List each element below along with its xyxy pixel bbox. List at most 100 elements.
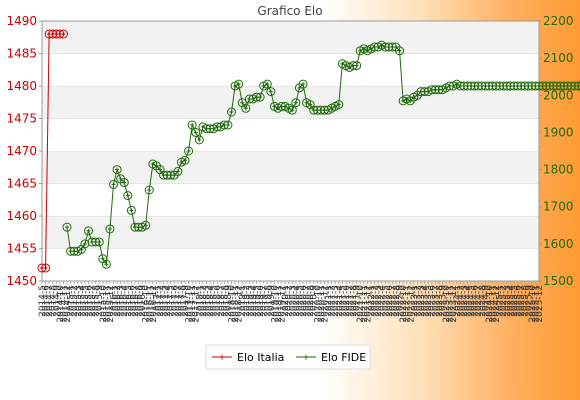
- x-tick-label: 2024-6: [471, 285, 481, 317]
- x-tick-label: 2015-1: [67, 285, 77, 317]
- data-point: [62, 222, 72, 232]
- x-tick-label: 2021-5: [338, 285, 348, 317]
- x-tick-label: 2023-10: [442, 285, 452, 323]
- x-tick-label: 2014-12: [63, 285, 73, 323]
- x-tick-label: 2021-6: [342, 285, 352, 317]
- x-tick-label: 2018-2: [199, 285, 209, 317]
- x-tick-label: 2018-5: [210, 285, 220, 317]
- x-axis: 2014-52014-62014-72014-82014-92014-10201…: [38, 281, 545, 323]
- y-left-tick-label: 1470: [6, 144, 37, 158]
- grid-bands: [42, 20, 539, 281]
- data-point: [194, 135, 204, 145]
- x-tick-label: 2022-9: [396, 285, 406, 317]
- data-point: [577, 81, 580, 91]
- x-tick-label: 2023-3: [417, 285, 427, 317]
- x-tick-label: 2017-11: [188, 285, 198, 323]
- x-tick-label: 2017-12: [192, 285, 202, 323]
- x-tick-label: 2023-6: [428, 285, 438, 317]
- x-tick-label: 2025-8: [521, 285, 531, 317]
- data-point: [184, 146, 194, 156]
- x-tick-label: 2015-4: [77, 285, 87, 317]
- data-point: [173, 166, 183, 176]
- x-tick-label: 2023-7: [431, 285, 441, 317]
- x-tick-label: 2020-2: [285, 285, 295, 317]
- x-tick-label: 2025-7: [517, 285, 527, 317]
- data-point: [573, 81, 580, 91]
- x-tick-label: 2020-10: [313, 285, 323, 323]
- x-tick-label: 2019-7: [260, 285, 270, 317]
- x-tick-label: 2014-8: [49, 285, 59, 317]
- y-right-tick-label: 1800: [543, 163, 574, 177]
- x-tick-label: 2014-7: [45, 285, 55, 317]
- x-tick-label: 2016-2: [113, 285, 123, 317]
- x-tick-label: 2022-12: [406, 285, 416, 323]
- x-tick-label: 2020-12: [320, 285, 330, 323]
- x-tick-label: 2025-1: [496, 285, 506, 317]
- x-tick-label: 2016-6: [127, 285, 137, 317]
- x-tick-label: 2025-11: [531, 285, 541, 323]
- y-left-tick-label: 1455: [6, 242, 37, 256]
- x-tick-label: 2025-5: [510, 285, 520, 317]
- data-point: [291, 98, 301, 108]
- data-point: [234, 79, 244, 89]
- x-tick-label: 2017-5: [167, 285, 177, 317]
- x-tick-label: 2018-11: [231, 285, 241, 323]
- x-tick-label: 2017-3: [160, 285, 170, 317]
- x-tick-label: 2023-12: [449, 285, 459, 323]
- x-tick-label: 2019-8: [263, 285, 273, 317]
- x-tick-label: 2016-3: [117, 285, 127, 317]
- series-elo-italia: [37, 29, 68, 273]
- x-tick-label: 2024-7: [474, 285, 484, 317]
- grid-band: [42, 118, 539, 151]
- x-tick-label: 2018-8: [220, 285, 230, 317]
- x-tick-label: 2024-1: [453, 285, 463, 317]
- x-tick-label: 2022-3: [374, 285, 384, 317]
- data-point: [141, 220, 151, 230]
- data-point: [58, 29, 68, 39]
- x-tick-label: 2023-8: [435, 285, 445, 317]
- x-tick-label: 2016-12: [149, 285, 159, 323]
- x-tick-label: 2015-7: [88, 285, 98, 317]
- data-point: [241, 103, 251, 113]
- x-tick-label: 2022-4: [378, 285, 388, 317]
- x-tick-label: 2019-11: [274, 285, 284, 323]
- data-point: [126, 205, 136, 215]
- x-tick-label: 2020-5: [295, 285, 305, 317]
- x-tick-label: 2025-4: [506, 285, 516, 317]
- x-tick-label: 2024-10: [485, 285, 495, 323]
- x-tick-label: 2023-2: [413, 285, 423, 317]
- y-left-tick-label: 1475: [6, 112, 37, 126]
- x-tick-label: 2016-11: [145, 285, 155, 323]
- x-tick-label: 2022-11: [403, 285, 413, 323]
- data-point: [94, 237, 104, 247]
- x-tick-label: 2015-12: [106, 285, 116, 323]
- x-tick-label: 2017-7: [174, 285, 184, 317]
- x-tick-label: 2015-9: [95, 285, 105, 317]
- legend-label-elo-fide: Elo FIDE: [321, 351, 366, 364]
- legend: + Elo Italia + Elo FIDE: [205, 344, 371, 370]
- x-tick-label: 2019-6: [256, 285, 266, 317]
- x-tick-label: 2016-4: [120, 285, 130, 317]
- x-tick-label: 2019-10: [270, 285, 280, 323]
- x-tick-label: 2017-9: [181, 285, 191, 317]
- x-tick-label: 2024-5: [467, 285, 477, 317]
- legend-marker-elo-italia: +: [218, 353, 226, 363]
- x-tick-label: 2019-5: [253, 285, 263, 317]
- x-tick-label: 2020-6: [299, 285, 309, 317]
- x-tick-label: 2015-11: [102, 285, 112, 323]
- data-point: [80, 239, 90, 249]
- y-right-tick-label: 1500: [543, 274, 574, 288]
- x-tick-label: 2022-5: [381, 285, 391, 317]
- x-tick-label: 2022-8: [392, 285, 402, 317]
- x-tick-label: 2014-6: [42, 285, 52, 317]
- y-left-tick-label: 1490: [6, 14, 37, 28]
- x-tick-label: 2015-3: [74, 285, 84, 317]
- data-point: [187, 120, 197, 130]
- data-point: [191, 127, 201, 137]
- y-right-tick-label: 1600: [543, 237, 574, 251]
- series-layer: [37, 29, 580, 273]
- x-tick-label: 2015-5: [81, 285, 91, 317]
- y-left-tick-label: 1465: [6, 177, 37, 191]
- x-tick-label: 2025-10: [528, 285, 538, 323]
- x-tick-label: 2020-4: [292, 285, 302, 317]
